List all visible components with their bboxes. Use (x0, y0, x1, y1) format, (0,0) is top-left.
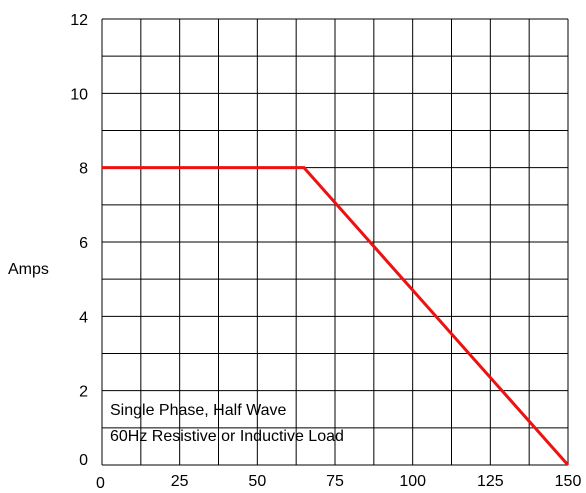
y-axis-label: Amps (8, 261, 49, 278)
x-tick-label: 150 (555, 473, 582, 490)
x-tick-label: 75 (326, 473, 344, 490)
x-tick-label: 100 (399, 473, 426, 490)
y-tick-label: 10 (70, 86, 88, 103)
y-tick-labels: 0 2 4 6 8 10 12 (70, 12, 88, 469)
y-tick-label: 4 (79, 309, 88, 326)
x-tick-label: 0 (96, 475, 105, 492)
y-tick-label: 6 (79, 235, 88, 252)
annotation-line-1: Single Phase, Half Wave (110, 402, 286, 419)
y-tick-label: 0 (79, 452, 88, 469)
derating-line (102, 166, 570, 466)
series-layer (102, 166, 570, 466)
x-tick-label: 125 (477, 473, 504, 490)
y-tick-label: 12 (70, 12, 88, 29)
grid (101, 18, 569, 466)
x-tick-label: 25 (171, 473, 189, 490)
y-tick-label: 8 (79, 161, 88, 178)
y-tick-label: 2 (79, 384, 88, 401)
x-tick-labels: 0 25 50 75 100 125 150 (96, 473, 581, 492)
annotation-line-2: 60Hz Resistive or Inductive Load (110, 428, 344, 445)
x-tick-label: 50 (248, 473, 266, 490)
